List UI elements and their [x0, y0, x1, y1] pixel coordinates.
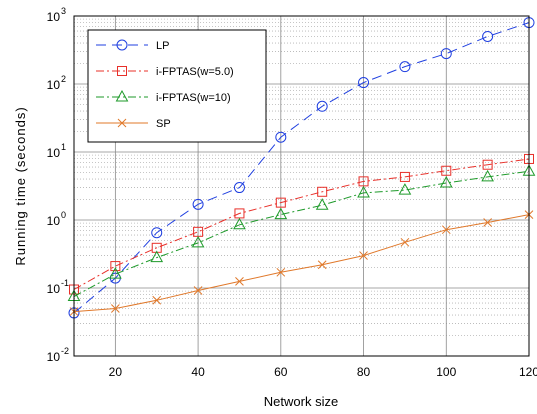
- data-point-marker: [439, 175, 453, 188]
- data-point-marker: [274, 207, 288, 220]
- data-point-marker: [275, 197, 286, 208]
- data-point-marker: [481, 169, 494, 182]
- series-layer: [67, 17, 536, 319]
- data-point-marker: [109, 267, 122, 279]
- data-point-marker: [359, 251, 368, 260]
- legend-marker: [117, 66, 127, 76]
- data-point-marker: [152, 295, 162, 305]
- y-tick-exponent: 3: [61, 6, 66, 16]
- x-tick-label: 60: [274, 365, 288, 379]
- x-tick-label: 100: [436, 365, 456, 379]
- plot-frame: [73, 15, 530, 357]
- data-point-marker: [317, 186, 328, 197]
- y-tick-label: 10: [47, 350, 61, 364]
- legend-label: LP: [156, 40, 169, 52]
- y-tick-label: 10: [47, 146, 61, 160]
- y-tick-exponent: -2: [61, 346, 69, 356]
- series-line: [73, 170, 530, 297]
- legend-marker: [116, 39, 128, 51]
- x-tick-label: 40: [191, 365, 205, 379]
- y-tick-exponent: 0: [61, 210, 66, 220]
- data-point-marker: [440, 48, 452, 60]
- legend-label: i-FPTAS(w=5.0): [156, 66, 234, 78]
- legend-label: SP: [156, 118, 171, 130]
- series-line: [73, 158, 530, 290]
- data-point-marker: [150, 250, 164, 263]
- data-point-marker: [399, 171, 410, 182]
- data-point-marker: [357, 185, 370, 198]
- series-line: [73, 214, 530, 313]
- legend-box: [87, 29, 267, 143]
- data-point-marker: [315, 198, 329, 210]
- legend: LP i-FPTAS(w=5.0) i-FPTAS(w=10) SP: [87, 29, 267, 143]
- y-tick-label: 10: [47, 10, 61, 24]
- data-point-marker: [399, 61, 411, 73]
- y-tick-label: 10: [47, 282, 61, 296]
- data-point-marker: [111, 304, 120, 313]
- legend-label: i-FPTAS(w=10): [156, 92, 231, 104]
- data-point-marker: [441, 225, 451, 235]
- series-line: [73, 22, 530, 314]
- y-tick-exponent: 1: [61, 142, 66, 152]
- x-tick-label: 20: [109, 365, 123, 379]
- data-point-marker: [275, 131, 287, 143]
- data-point-marker: [400, 237, 410, 247]
- legend-marker: [117, 118, 127, 128]
- data-point-marker: [276, 267, 286, 277]
- data-point-marker: [441, 165, 452, 176]
- data-point-marker: [192, 198, 204, 210]
- y-tick-label: 10: [47, 214, 61, 228]
- y-tick-label: 10: [47, 78, 61, 92]
- x-axis-ticks: 20 40 60 80 100 120: [109, 365, 537, 379]
- x-tick-label: 120: [519, 365, 537, 379]
- data-point-marker: [233, 182, 245, 194]
- data-point-marker: [482, 30, 494, 42]
- data-point-marker: [193, 286, 203, 295]
- data-point-marker: [316, 100, 328, 112]
- x-tick-label: 80: [357, 365, 371, 379]
- series-i-FPTAS(w=10): [67, 164, 536, 301]
- data-point-marker: [151, 227, 163, 239]
- data-point-marker: [398, 183, 412, 195]
- data-point-marker: [233, 217, 246, 230]
- y-axis-label: Running time (seconds): [13, 106, 28, 265]
- data-point-marker: [191, 235, 205, 248]
- data-point-marker: [482, 159, 493, 170]
- data-point-marker: [358, 176, 369, 187]
- y-tick-exponent: -1: [61, 278, 69, 288]
- y-tick-exponent: 2: [61, 74, 66, 84]
- data-point-marker: [358, 77, 370, 89]
- x-axis-label: Network size: [264, 394, 338, 409]
- series-SP: [69, 210, 534, 316]
- data-point-marker: [110, 261, 121, 272]
- legend-marker: [115, 89, 129, 102]
- data-point-marker: [235, 277, 244, 286]
- data-point-marker: [483, 218, 492, 227]
- data-point-marker: [317, 260, 327, 270]
